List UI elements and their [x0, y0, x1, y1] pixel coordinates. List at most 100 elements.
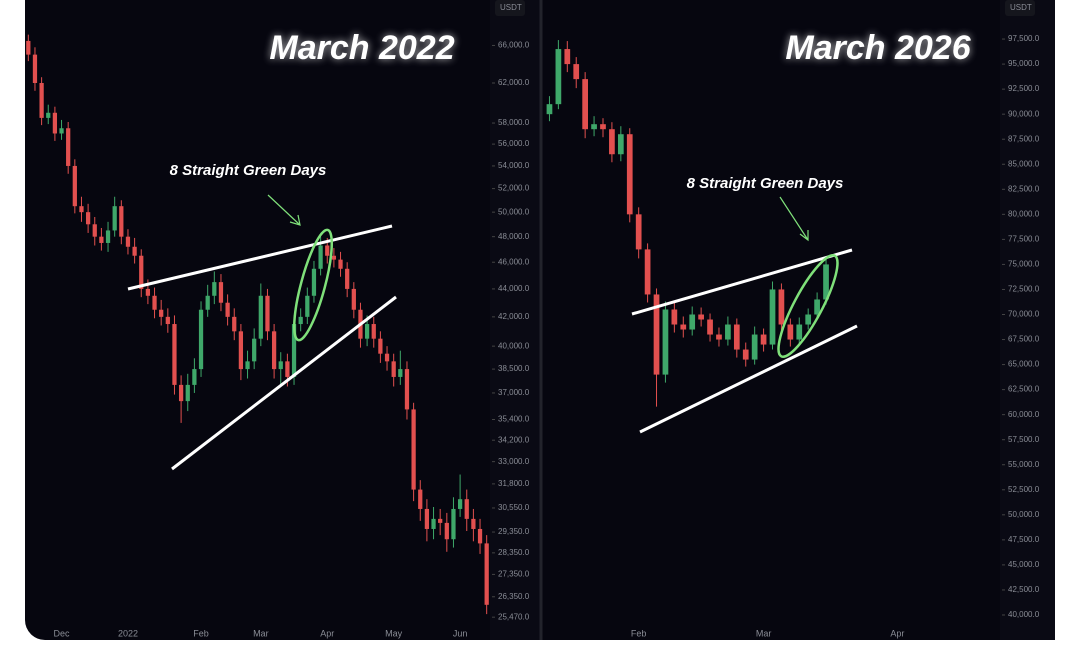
candle-body — [159, 309, 164, 317]
candle-body — [609, 129, 615, 155]
x-tick-label: Feb — [631, 628, 647, 638]
y-tick-label: 55,000.0 — [1008, 460, 1040, 469]
unit-box — [495, 0, 525, 16]
trend-line — [127, 224, 393, 291]
annotation: 8 Straight Green Days — [687, 175, 844, 192]
candle-body — [291, 324, 297, 377]
candle-body — [796, 324, 803, 340]
candle-body — [238, 331, 244, 370]
candle-body — [680, 324, 687, 330]
x-tick-label: Apr — [890, 628, 904, 638]
unit-label: USDT — [500, 3, 522, 12]
candle-body — [698, 314, 704, 320]
candle-body — [778, 289, 785, 325]
axis-strip — [490, 0, 540, 640]
x-tick-label: Feb — [193, 628, 209, 638]
x-tick-label: Mar — [756, 628, 772, 638]
candle-body — [218, 282, 224, 303]
y-tick-label: 42,000.0 — [498, 312, 530, 321]
y-tick-label: 52,000.0 — [498, 184, 530, 193]
candle-body — [185, 384, 190, 402]
candle-body — [371, 324, 376, 339]
y-tick-label: 65,000.0 — [1008, 360, 1040, 369]
y-tick-label: 82,500.0 — [1008, 184, 1040, 193]
y-tick-label: 52,500.0 — [1008, 485, 1040, 494]
y-tick-label: 50,000.0 — [498, 207, 530, 216]
candle-body — [384, 353, 390, 362]
candle-body — [252, 338, 257, 362]
candle-body — [424, 508, 430, 529]
candle-body — [411, 409, 416, 490]
overlay — [127, 224, 858, 471]
candle-body — [555, 49, 562, 105]
chart-title: March 2022 — [269, 29, 454, 67]
candle-body — [125, 236, 131, 247]
candle-body — [305, 295, 310, 317]
y-tick-label: 77,500.0 — [1008, 234, 1040, 243]
y-tick-label: 95,000.0 — [1008, 59, 1040, 68]
y-tick-label: 75,000.0 — [1008, 260, 1040, 269]
candle-body — [152, 295, 157, 310]
highlight-ellipse — [777, 253, 839, 359]
candle-body — [733, 324, 740, 350]
y-tick-label: 37,000.0 — [498, 388, 530, 397]
candle-body — [298, 316, 303, 325]
candle-body — [79, 206, 84, 213]
candle-body — [805, 314, 812, 325]
trend-line — [171, 295, 397, 471]
candle-body — [464, 499, 469, 519]
candle-body — [364, 324, 370, 339]
candle-body — [431, 518, 436, 529]
candle-body — [444, 522, 449, 540]
candle-body — [814, 299, 820, 315]
highlight-ellipse — [292, 228, 334, 342]
x-tick-label: Dec — [54, 628, 71, 638]
candle-body — [617, 134, 624, 155]
candle-body — [438, 518, 443, 523]
y-tick-label: 66,000.0 — [498, 41, 530, 50]
y-tick-label: 30,550.0 — [498, 503, 530, 512]
candle-body — [451, 508, 456, 540]
candle-body — [398, 369, 403, 377]
x-tick-label: 2022 — [118, 628, 138, 638]
chart-title: March 2026 — [785, 29, 971, 67]
candle-body — [331, 255, 337, 260]
y-tick-label: 62,500.0 — [1008, 385, 1040, 394]
candle-body — [105, 230, 111, 243]
y-tick-label: 92,500.0 — [1008, 84, 1040, 93]
candle-body — [66, 128, 71, 166]
candle-body — [165, 316, 170, 325]
y-tick-label: 60,000.0 — [1008, 410, 1040, 419]
y-tick-label: 27,350.0 — [498, 570, 530, 579]
y-tick-label: 31,800.0 — [498, 479, 530, 488]
candle-body — [46, 112, 51, 118]
candle-body — [707, 319, 713, 335]
candle-body — [378, 338, 383, 354]
y-tick-label: 62,000.0 — [498, 78, 530, 87]
candle-body — [546, 104, 553, 115]
candle-body — [769, 289, 776, 345]
y-tick-label: 28,350.0 — [498, 548, 530, 557]
candle-body — [39, 82, 44, 118]
candle-body — [285, 361, 290, 377]
candle-body — [635, 214, 642, 250]
candle-body — [471, 518, 476, 529]
y-tick-label: 58,000.0 — [498, 118, 530, 127]
candle-body — [662, 309, 669, 375]
candle-body — [232, 316, 237, 332]
candle-body — [265, 295, 270, 332]
highlight — [267, 194, 839, 359]
y-tick-label: 47,500.0 — [1008, 535, 1040, 544]
y-tick-label: 97,500.0 — [1008, 34, 1040, 43]
candle-body — [132, 246, 137, 256]
x-tick-label: Mar — [253, 628, 269, 638]
candle-body — [198, 309, 204, 370]
candle-body — [59, 128, 64, 134]
arrow — [267, 194, 301, 226]
x-tick-label: Jun — [453, 628, 468, 638]
candle-body — [318, 245, 323, 269]
candle-body — [99, 236, 104, 243]
candle-body — [112, 206, 117, 231]
candle-body — [644, 249, 651, 295]
y-tick-label: 87,500.0 — [1008, 134, 1040, 143]
